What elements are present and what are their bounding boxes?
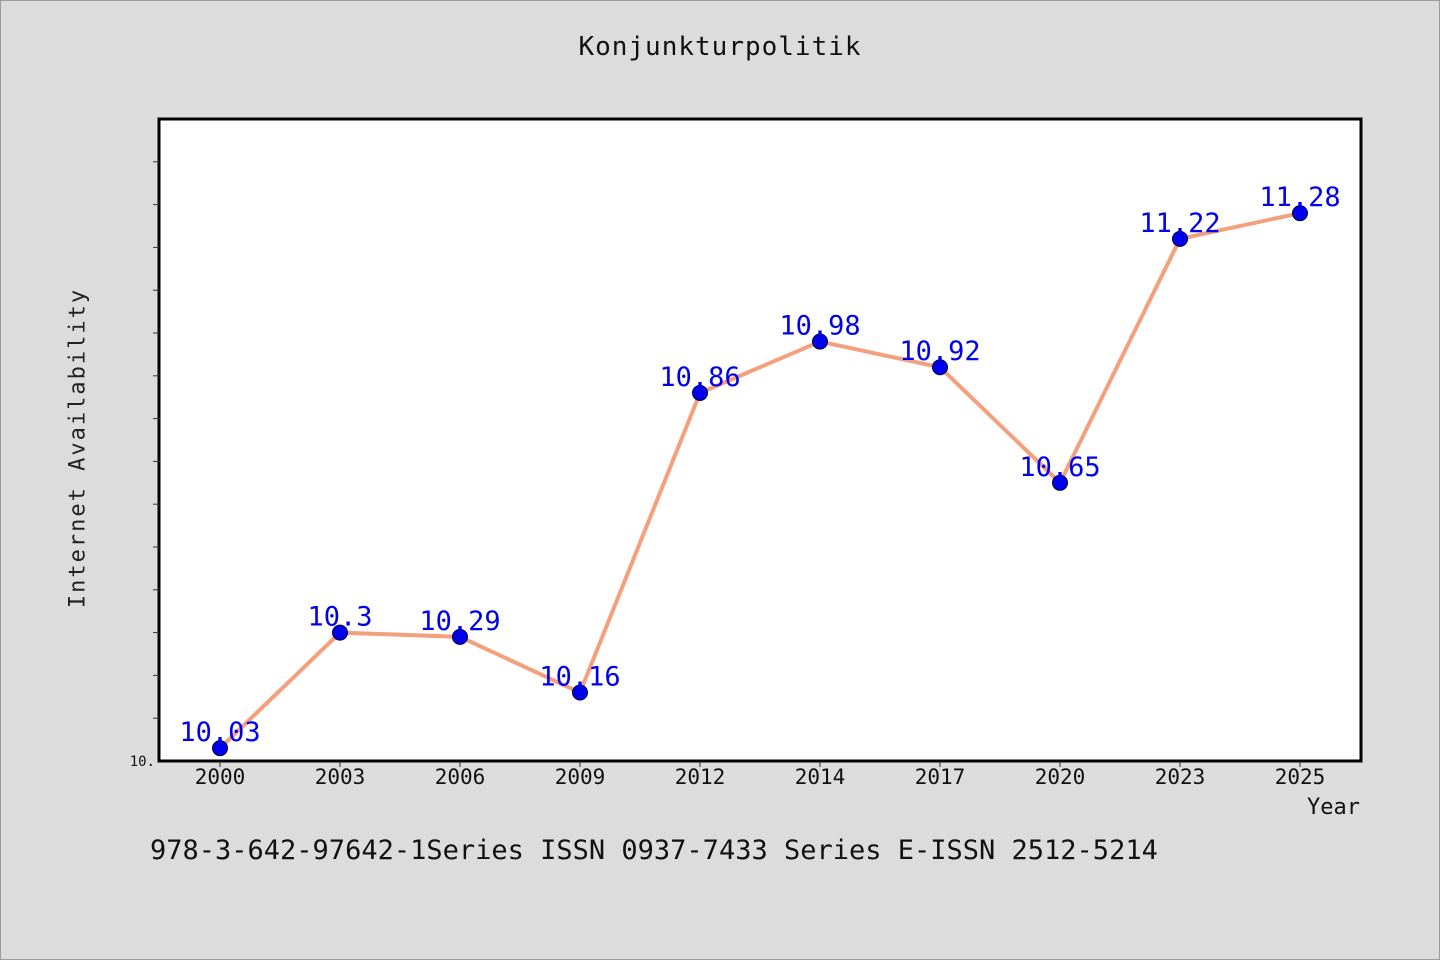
data-point bbox=[452, 628, 468, 645]
data-point bbox=[812, 333, 828, 350]
data-point bbox=[212, 740, 228, 757]
x-tick-label: 2020 bbox=[1035, 765, 1086, 789]
series-line bbox=[218, 211, 1302, 751]
data-label: 11.28 bbox=[1259, 182, 1340, 213]
data-point bbox=[1052, 474, 1068, 491]
x-tick-label: 2000 bbox=[195, 765, 246, 789]
data-label: 11.22 bbox=[1139, 208, 1220, 239]
x-tick-label: 2006 bbox=[435, 765, 486, 789]
data-point bbox=[332, 624, 348, 641]
data-point bbox=[1172, 230, 1188, 247]
data-point bbox=[692, 384, 708, 401]
x-tick-label: 2017 bbox=[915, 765, 966, 789]
x-tick-label: 2012 bbox=[675, 765, 726, 789]
x-tick-label: 2025 bbox=[1275, 765, 1326, 789]
plot-area bbox=[157, 117, 1363, 763]
data-label: 10.29 bbox=[419, 606, 500, 637]
data-label: 10.03 bbox=[179, 717, 260, 748]
footer-note: 978-3-642-97642-1Series ISSN 0937-7433 S… bbox=[150, 835, 1158, 866]
data-label: 10.3 bbox=[307, 602, 372, 633]
data-label: 10.16 bbox=[539, 662, 620, 693]
x-tick-label: 2009 bbox=[555, 765, 606, 789]
chart-title: Konjunkturpolitik bbox=[578, 32, 862, 62]
x-tick-label: 2023 bbox=[1155, 765, 1206, 789]
y-tick-label: 10. bbox=[130, 754, 155, 770]
x-tick-label: 2003 bbox=[315, 765, 366, 789]
data-label: 10.86 bbox=[659, 362, 740, 393]
data-point bbox=[932, 359, 948, 376]
x-tick-label: 2014 bbox=[795, 765, 846, 789]
data-point bbox=[572, 684, 588, 701]
data-label: 10.92 bbox=[899, 336, 980, 367]
x-axis-label: Year bbox=[1307, 795, 1360, 820]
data-point bbox=[1292, 205, 1308, 222]
data-label: 10.65 bbox=[1019, 452, 1100, 483]
data-label: 10.98 bbox=[779, 311, 860, 342]
